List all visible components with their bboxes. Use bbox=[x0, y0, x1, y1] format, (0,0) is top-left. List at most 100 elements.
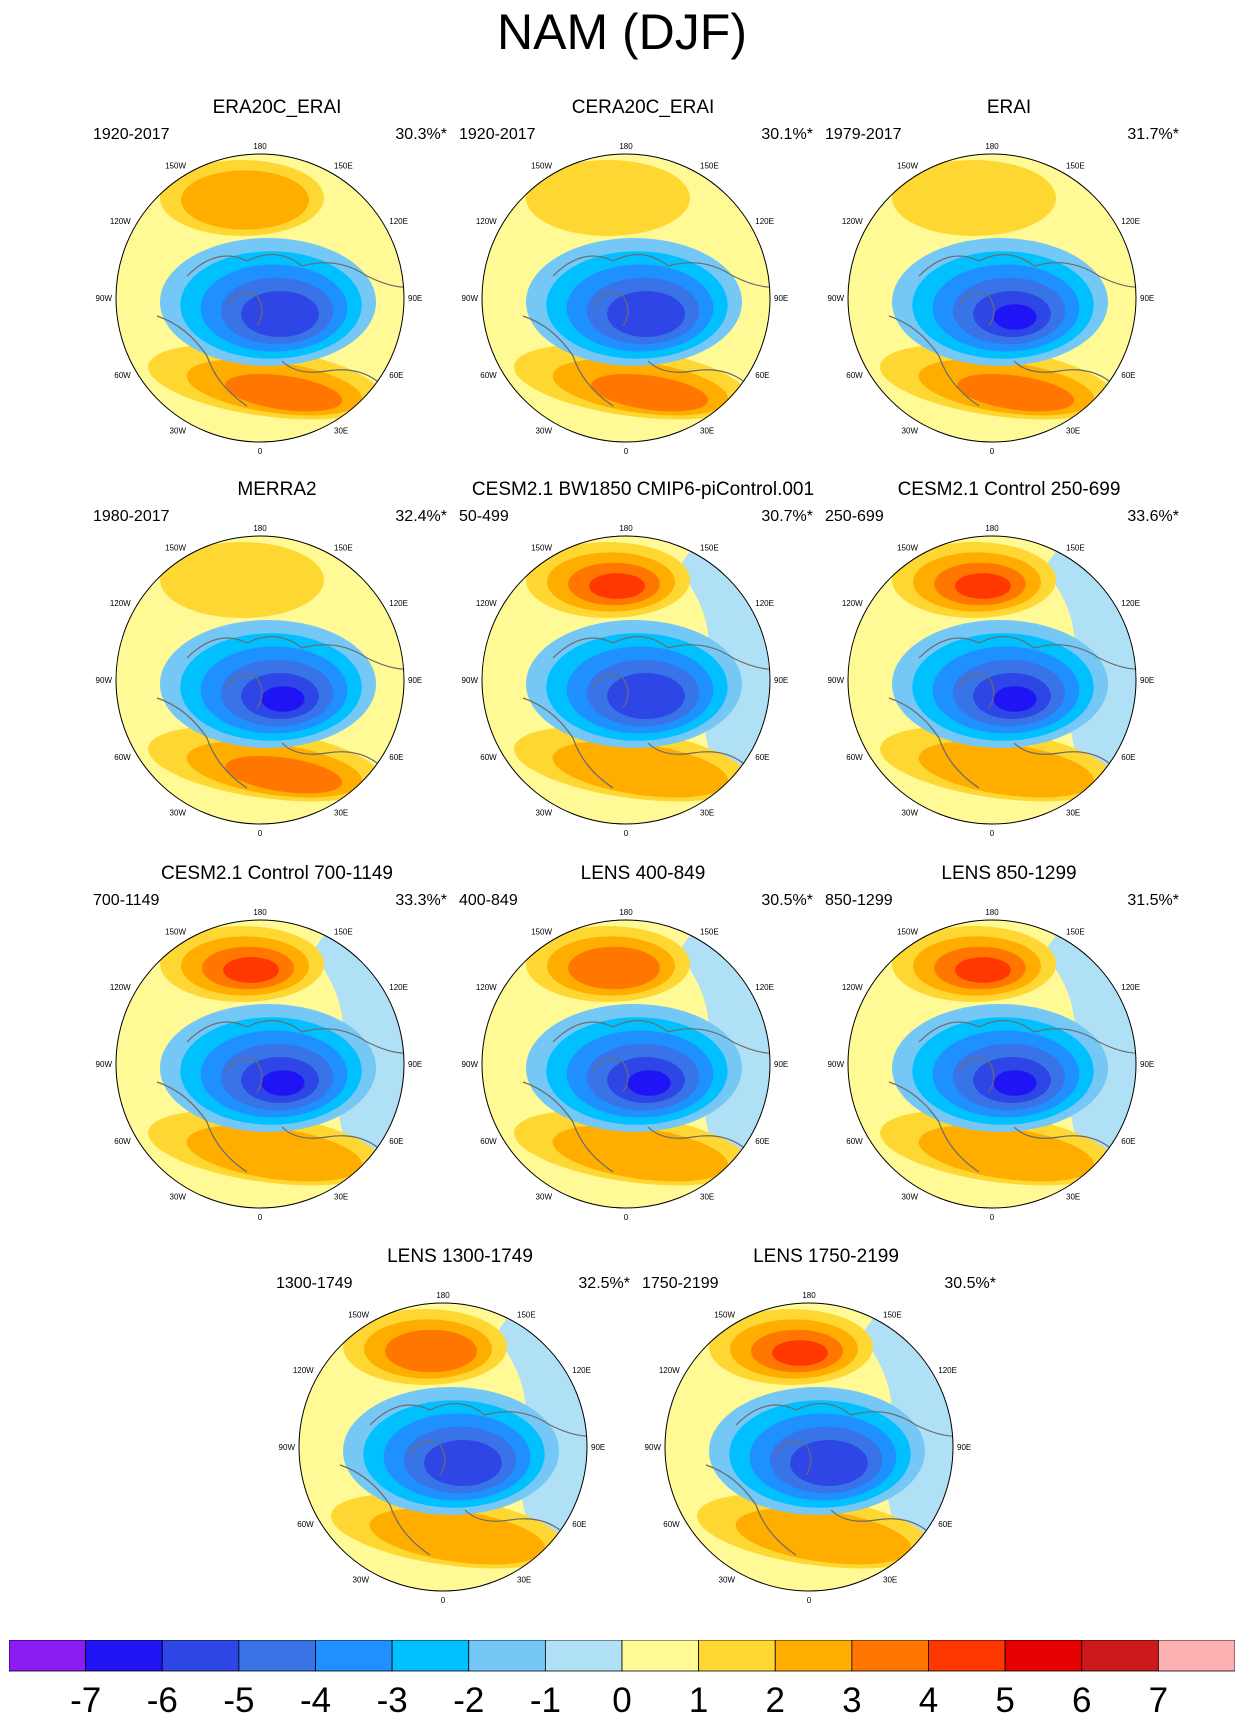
colorbar-swatch bbox=[161, 1640, 240, 1672]
coastline bbox=[592, 292, 629, 327]
longitude-label: 120W bbox=[842, 983, 863, 992]
coastline bbox=[369, 1403, 486, 1426]
atlantic-contour bbox=[591, 373, 709, 412]
colorbar-swatch bbox=[391, 1640, 470, 1672]
pacific-contour bbox=[526, 160, 690, 236]
colorbar-tick-label: -3 bbox=[377, 1681, 408, 1718]
map-field bbox=[848, 920, 1136, 1208]
colorbar-swatch bbox=[928, 1640, 1006, 1672]
colorbar-tick-label: -5 bbox=[223, 1681, 254, 1718]
pacific-contour bbox=[772, 1340, 828, 1366]
longitude-label: 120W bbox=[476, 599, 497, 608]
map-panel: ERAI 1979-2017 31.7%* 180 0 90W 90E 150W 150E… bbox=[825, 96, 1189, 456]
longitude-label: 0 bbox=[990, 1213, 995, 1222]
map-panel: CESM2.1 Control 250-699 250-699 33.6%* 1… bbox=[825, 478, 1189, 838]
map-outline bbox=[298, 1302, 588, 1592]
map-panel: LENS 1750-2199 1750-2199 30.5%* 180 0 90W 9… bbox=[642, 1245, 1006, 1605]
coastline bbox=[226, 1058, 263, 1093]
longitude-label: 60W bbox=[846, 753, 863, 762]
longitude-label: 150E bbox=[1066, 162, 1085, 171]
longitude-label: 120W bbox=[842, 599, 863, 608]
colorbar-swatch bbox=[774, 1640, 853, 1672]
pacific-contour bbox=[568, 946, 660, 990]
pacific-contour bbox=[181, 170, 309, 230]
coastline bbox=[464, 1509, 561, 1531]
arctic-contour bbox=[241, 290, 319, 338]
longitude-label: 60W bbox=[114, 753, 131, 762]
longitude-label: 0 bbox=[441, 1596, 446, 1605]
longitude-label: 180 bbox=[985, 908, 999, 917]
panel-title: LENS 1300-1749 bbox=[387, 1246, 533, 1267]
coastline bbox=[647, 360, 744, 382]
coastline bbox=[958, 1058, 995, 1093]
coastline bbox=[647, 742, 744, 764]
panel-title: LENS 1750-2199 bbox=[753, 1246, 899, 1267]
pacific-contour bbox=[589, 573, 645, 599]
longitude-label: 150E bbox=[334, 544, 353, 553]
polar-map: 180 0 90W 90E 150W 150E 120W 120E 60W 60E 30W 30E bbox=[828, 908, 1155, 1222]
longitude-label: 120W bbox=[110, 599, 131, 608]
panel-title: CERA20C_ERAI bbox=[571, 97, 715, 118]
longitude-label: 0 bbox=[624, 829, 629, 838]
polar-map: 180 0 90W 90E 150W 150E 120W 120E 60W 60E 30W 30E bbox=[828, 524, 1155, 838]
atlantic-contour bbox=[552, 1125, 729, 1182]
longitude-label: 180 bbox=[619, 142, 633, 151]
panel-title: LENS 850-1299 bbox=[941, 863, 1077, 884]
longitude-label: 0 bbox=[807, 1596, 812, 1605]
pacific-contour bbox=[955, 573, 1011, 599]
coastline bbox=[647, 1126, 744, 1148]
longitude-label: 90W bbox=[462, 294, 479, 303]
map-outline bbox=[847, 153, 1137, 443]
longitude-label: 60W bbox=[480, 1137, 497, 1146]
longitude-label: 90E bbox=[408, 294, 422, 303]
longitude-label: 30W bbox=[536, 1192, 553, 1201]
colorbar: -7 -6 -5 -4 -3 -2 -1 0 1 2 3 4 5 6 7 bbox=[9, 1640, 1235, 1718]
longitude-label: 150W bbox=[165, 162, 186, 171]
map-panel: CESM2.1 BW1850 CMIP6-piControl.001 50-49… bbox=[459, 478, 823, 838]
longitude-label: 150E bbox=[334, 928, 353, 937]
map-field bbox=[848, 536, 1136, 824]
panel-period: 400-849 bbox=[459, 892, 518, 909]
map-outline bbox=[115, 535, 405, 825]
map-outline bbox=[115, 919, 405, 1209]
longitude-label: 30W bbox=[536, 426, 553, 435]
longitude-label: 90E bbox=[957, 1443, 971, 1452]
coastline bbox=[1013, 1126, 1110, 1148]
longitude-label: 60W bbox=[114, 371, 131, 380]
coastline bbox=[918, 1020, 1035, 1043]
longitude-label: 120E bbox=[1121, 983, 1140, 992]
panel-period: 250-699 bbox=[825, 508, 884, 525]
longitude-label: 120W bbox=[110, 983, 131, 992]
longitude-label: 120W bbox=[293, 1366, 314, 1375]
colorbar-tick-label: 5 bbox=[995, 1681, 1014, 1718]
longitude-label: 60W bbox=[846, 371, 863, 380]
atlantic-contour bbox=[225, 755, 343, 794]
longitude-label: 180 bbox=[253, 908, 267, 917]
panel-title: MERRA2 bbox=[237, 479, 317, 500]
longitude-label: 180 bbox=[619, 908, 633, 917]
coastline bbox=[735, 1403, 852, 1426]
pacific-contour bbox=[892, 160, 1056, 236]
longitude-label: 150W bbox=[531, 928, 552, 937]
pacific-contour bbox=[160, 542, 324, 618]
longitude-label: 90E bbox=[591, 1443, 605, 1452]
map-field bbox=[116, 154, 404, 442]
longitude-label: 150W bbox=[897, 162, 918, 171]
coastline bbox=[888, 697, 980, 789]
longitude-label: 30E bbox=[1066, 1192, 1080, 1201]
longitude-label: 60E bbox=[1121, 753, 1135, 762]
atlantic-contour bbox=[918, 741, 1095, 798]
colorbar-swatch bbox=[1004, 1640, 1083, 1672]
longitude-label: 30W bbox=[170, 808, 187, 817]
longitude-label: 120W bbox=[659, 1366, 680, 1375]
polar-map: 180 0 90W 90E 150W 150E 120W 120E 60W 60E 30W 30E bbox=[462, 908, 789, 1222]
longitude-label: 180 bbox=[985, 142, 999, 151]
coastline bbox=[830, 1509, 927, 1531]
longitude-label: 90W bbox=[645, 1443, 662, 1452]
map-outline bbox=[115, 153, 405, 443]
polar-map: 180 0 90W 90E 150W 150E 120W 120E 60W 60E 30W 30E bbox=[279, 1291, 606, 1605]
longitude-label: 90E bbox=[1140, 1060, 1154, 1069]
map-field bbox=[299, 1303, 587, 1591]
longitude-label: 120W bbox=[842, 217, 863, 226]
coastline bbox=[592, 674, 629, 709]
